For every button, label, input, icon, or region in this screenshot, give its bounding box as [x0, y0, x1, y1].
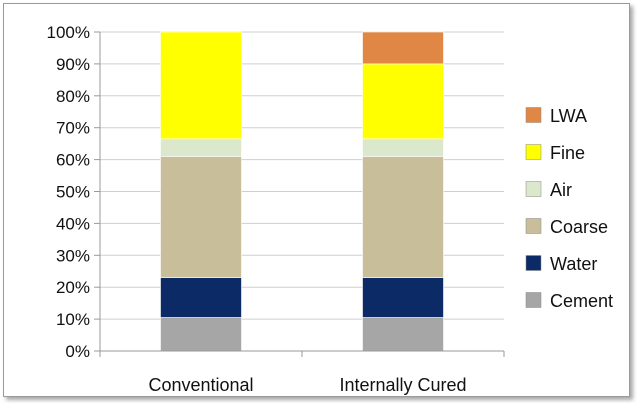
- stacked-bar-chart: 0% 10% 20% 30% 40% 50% 60% 70% 80% 90% 100% Convent…: [47, 23, 614, 395]
- y-tick-label: 80%: [56, 87, 90, 106]
- bar-segment-air: [362, 138, 444, 157]
- y-tick-label: 40%: [56, 214, 90, 233]
- bar-segment-water: [160, 277, 242, 318]
- y-tick-label: 70%: [56, 119, 90, 138]
- y-tick-label: 90%: [56, 55, 90, 74]
- legend-swatch-fine: [525, 144, 542, 160]
- bar-segment-fine: [362, 63, 444, 140]
- legend-swatch-cement: [525, 292, 542, 308]
- y-tick-label: 0%: [65, 342, 90, 361]
- legend-swatch-coarse: [525, 218, 542, 234]
- legend-swatch-air: [525, 181, 542, 197]
- y-tick-label: 60%: [56, 151, 90, 170]
- bar-segment-lwa: [362, 31, 444, 65]
- y-tick-label: 50%: [56, 183, 90, 202]
- y-tick-label: 10%: [56, 310, 90, 329]
- legend-label-coarse: Coarse: [550, 217, 608, 237]
- legend-swatch-lwa: [525, 107, 542, 123]
- bar-segment-air: [160, 138, 242, 157]
- bar-segment-coarse: [362, 156, 444, 278]
- legend-label-fine: Fine: [550, 143, 585, 163]
- y-tick-label: 100%: [47, 23, 90, 42]
- legend-swatch-water: [525, 255, 542, 271]
- chart-frame: 0% 10% 20% 30% 40% 50% 60% 70% 80% 90% 100% Convent…: [3, 3, 630, 397]
- bar-segment-water: [362, 277, 444, 318]
- legend-label-air: Air: [550, 180, 572, 200]
- legend: LWA Fine Air Coarse Water Cement: [525, 106, 613, 311]
- legend-label-lwa: LWA: [550, 106, 587, 126]
- axes: 0% 10% 20% 30% 40% 50% 60% 70% 80% 90% 100% Convent…: [47, 23, 505, 395]
- legend-label-cement: Cement: [550, 291, 613, 311]
- bar-segment-cement: [160, 317, 242, 352]
- bar-segment-cement: [362, 317, 444, 352]
- y-tick-label: 20%: [56, 278, 90, 297]
- bars: [160, 31, 444, 352]
- bar-segment-coarse: [160, 156, 242, 278]
- y-tick-label: 30%: [56, 246, 90, 265]
- x-category-label: Conventional: [148, 375, 253, 395]
- bar-segment-fine: [160, 31, 242, 140]
- x-category-label: Internally Cured: [339, 375, 466, 395]
- legend-label-water: Water: [550, 254, 597, 274]
